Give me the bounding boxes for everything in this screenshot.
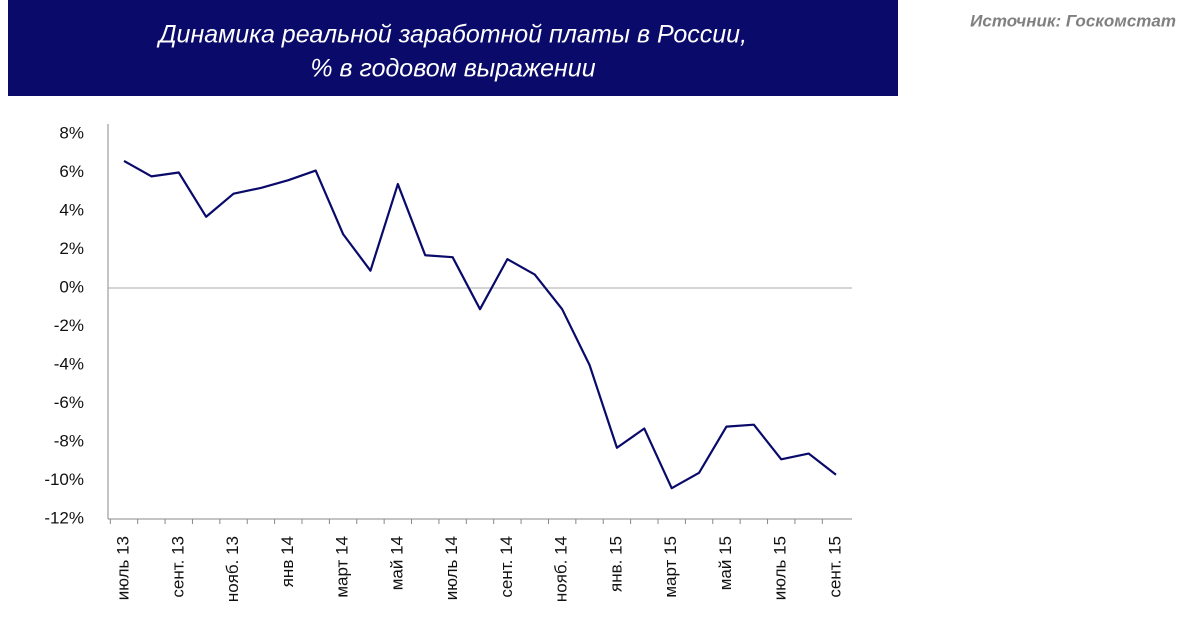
- x-tick-label: июль 15: [771, 536, 790, 600]
- y-tick-label: -12%: [44, 508, 84, 527]
- x-tick-label: май 14: [387, 536, 406, 590]
- y-tick-label: -8%: [54, 431, 84, 450]
- x-tick-label: сент. 14: [497, 536, 516, 598]
- x-tick-label: июль 14: [442, 536, 461, 600]
- x-tick-label: июль 13: [113, 536, 132, 600]
- x-tick-label: май 15: [716, 536, 735, 590]
- y-tick-label: 6%: [59, 162, 84, 181]
- x-tick-label: нояб. 14: [552, 536, 571, 602]
- x-tick-label: март 14: [333, 536, 352, 598]
- data-line: [123, 159, 837, 490]
- y-tick-label: 4%: [59, 200, 84, 219]
- y-tick-label: -4%: [54, 354, 84, 373]
- x-tick-label: сент. 15: [825, 536, 844, 598]
- title-banner: [8, 0, 898, 96]
- chart-title: Динамика реальной заработной платы в Рос…: [156, 21, 747, 49]
- x-tick-label: янв 14: [278, 536, 297, 587]
- x-tick-label: сент. 13: [168, 536, 187, 598]
- y-tick-label: 2%: [59, 239, 84, 258]
- x-tick-label: янв. 15: [606, 536, 625, 592]
- chart-title: % в годовом выражении: [310, 55, 595, 83]
- source-note: Источник: Госкомстат: [970, 11, 1176, 30]
- y-tick-label: 8%: [59, 123, 84, 142]
- y-tick-label: -10%: [44, 470, 84, 489]
- y-tick-label: 0%: [59, 277, 84, 296]
- y-tick-label: -2%: [54, 316, 84, 335]
- x-tick-label: нояб. 13: [223, 536, 242, 602]
- x-tick-label: март 15: [661, 536, 680, 598]
- y-tick-label: -6%: [54, 393, 84, 412]
